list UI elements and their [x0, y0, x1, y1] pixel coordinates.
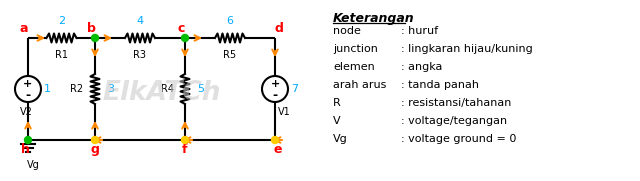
Text: R3: R3: [134, 50, 147, 60]
Text: 2: 2: [58, 16, 65, 26]
Text: R: R: [333, 98, 340, 108]
Text: 4: 4: [136, 16, 143, 26]
Text: R2: R2: [70, 84, 84, 94]
Text: Vg: Vg: [333, 134, 348, 144]
Text: -: -: [273, 89, 278, 102]
Text: arah arus: arah arus: [333, 80, 387, 90]
Text: 7: 7: [291, 84, 298, 94]
Text: elemen: elemen: [333, 62, 375, 72]
Text: R1: R1: [55, 50, 68, 60]
Circle shape: [182, 35, 189, 41]
Text: : huruf: : huruf: [401, 26, 438, 36]
Text: b: b: [86, 22, 95, 35]
Text: : voltage/tegangan: : voltage/tegangan: [401, 116, 507, 126]
Text: V: V: [333, 116, 340, 126]
Text: R5: R5: [223, 50, 237, 60]
Text: V2: V2: [20, 107, 33, 117]
Circle shape: [92, 136, 99, 144]
Text: 1: 1: [44, 84, 51, 94]
Circle shape: [182, 136, 189, 144]
Circle shape: [24, 136, 31, 144]
Text: +: +: [270, 79, 280, 89]
Text: c: c: [177, 22, 185, 35]
Text: h: h: [20, 143, 29, 156]
Text: Keterangan: Keterangan: [333, 12, 415, 25]
Text: : lingkaran hijau/kuning: : lingkaran hijau/kuning: [401, 44, 532, 54]
Text: 3: 3: [107, 84, 114, 94]
Text: d: d: [275, 22, 284, 35]
Text: 6: 6: [227, 16, 234, 26]
Text: : angka: : angka: [401, 62, 442, 72]
Text: ElkATCh: ElkATCh: [103, 80, 221, 106]
Text: node: node: [333, 26, 361, 36]
Text: -: -: [26, 89, 31, 102]
Text: : tanda panah: : tanda panah: [401, 80, 479, 90]
Text: R4: R4: [161, 84, 173, 94]
Text: : voltage ground = 0: : voltage ground = 0: [401, 134, 516, 144]
Text: e: e: [274, 143, 282, 156]
Text: V1: V1: [278, 107, 291, 117]
Circle shape: [92, 35, 99, 41]
Text: f: f: [182, 143, 188, 156]
Text: g: g: [91, 143, 99, 156]
Text: junction: junction: [333, 44, 378, 54]
Text: Vg: Vg: [27, 160, 40, 170]
Text: 5: 5: [197, 84, 204, 94]
Text: : resistansi/tahanan: : resistansi/tahanan: [401, 98, 511, 108]
Text: a: a: [20, 22, 28, 35]
Text: +: +: [24, 79, 33, 89]
Circle shape: [271, 136, 278, 144]
